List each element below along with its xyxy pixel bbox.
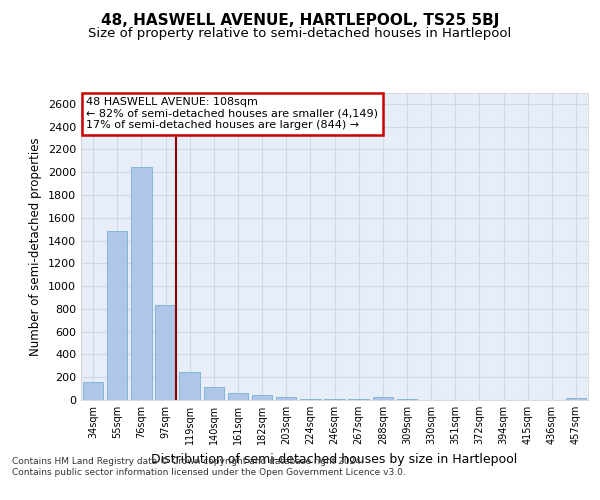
Bar (203, 387, 224, 400)
Bar (566, 398, 586, 400)
Text: Size of property relative to semi-detached houses in Hartlepool: Size of property relative to semi-detach… (88, 28, 512, 40)
Bar (83, 382, 103, 400)
Bar (131, 166, 152, 400)
Y-axis label: Number of semi-detached properties: Number of semi-detached properties (29, 137, 43, 356)
Bar (276, 396, 296, 400)
Bar (227, 393, 248, 400)
Text: 48 HASWELL AVENUE: 108sqm
← 82% of semi-detached houses are smaller (4,149)
17% : 48 HASWELL AVENUE: 108sqm ← 82% of semi-… (86, 97, 378, 130)
Bar (252, 396, 272, 400)
Bar (155, 305, 176, 400)
Bar (373, 396, 393, 400)
Text: Contains HM Land Registry data © Crown copyright and database right 2024.
Contai: Contains HM Land Registry data © Crown c… (12, 458, 406, 477)
Text: 48, HASWELL AVENUE, HARTLEPOOL, TS25 5BJ: 48, HASWELL AVENUE, HARTLEPOOL, TS25 5BJ (101, 12, 499, 28)
X-axis label: Distribution of semi-detached houses by size in Hartlepool: Distribution of semi-detached houses by … (151, 452, 518, 466)
Bar (107, 232, 127, 400)
Bar (179, 372, 200, 400)
